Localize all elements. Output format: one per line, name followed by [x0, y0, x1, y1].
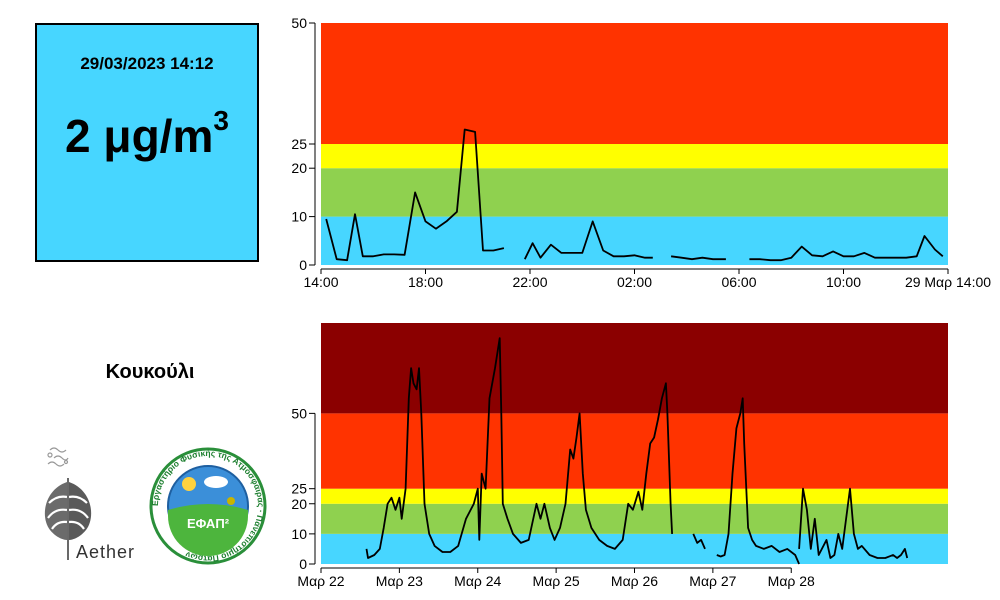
y-tick-label: 25	[291, 481, 307, 497]
band-3	[321, 413, 948, 489]
x-tick-label: 29 Μαρ 14:00	[905, 274, 991, 290]
x-tick-label: Μαρ 28	[768, 573, 815, 589]
aether-logo-smoke	[47, 447, 69, 467]
station-name: Κουκούλι	[105, 361, 195, 383]
band-0	[321, 216, 948, 265]
aether-logo	[44, 447, 92, 560]
cloud-icon	[204, 476, 228, 488]
x-tick-label: Μαρ 23	[376, 573, 423, 589]
x-tick-label: 22:00	[512, 274, 547, 290]
x-tick-label: 02:00	[617, 274, 652, 290]
band-2	[321, 144, 948, 169]
y-tick-label: 0	[299, 556, 307, 572]
band-3	[321, 23, 948, 144]
series-line-0	[365, 337, 909, 565]
y-tick-label: 20	[291, 160, 307, 176]
y-tick-label: 10	[291, 209, 307, 225]
efap-center-text: ΕΦΑΠ²	[187, 516, 230, 531]
reading-unit-exponent: 3	[213, 105, 229, 136]
sun-icon	[182, 477, 196, 491]
band-1	[321, 168, 948, 217]
y-tick-label: 25	[291, 136, 307, 152]
y-tick-label: 50	[291, 405, 307, 421]
reading-unit: μg/m	[103, 110, 214, 162]
recent-24h-chart: 0 10 20 25 50 14:00 18:00 22:00 02:00 06:00 10:00 2…	[291, 15, 991, 290]
reading-value: 2 μg/m3	[37, 105, 257, 163]
y-tick-label: 10	[291, 526, 307, 542]
band-4	[321, 323, 948, 414]
y-tick-label: 0	[299, 257, 307, 273]
x-tick-label: Μαρ 24	[454, 573, 501, 589]
x-tick-label: Μαρ 25	[533, 573, 580, 589]
aether-logo-leaf	[44, 478, 92, 560]
x-tick-label: 18:00	[408, 274, 443, 290]
series-line-0	[325, 128, 944, 262]
x-tick-label: Μαρ 26	[611, 573, 658, 589]
band-0	[321, 533, 948, 564]
y-tick-label: 20	[291, 496, 307, 512]
x-tick-label: 06:00	[721, 274, 756, 290]
reading-timestamp: 29/03/2023 14:12	[80, 54, 214, 73]
reading-number: 2	[65, 110, 91, 162]
efap-logo: Εργαστήριο Φυσικής της Ατμόσφαιρας · Παν…	[149, 447, 267, 565]
x-tick-label: 14:00	[303, 274, 338, 290]
x-tick-label: Μαρ 22	[297, 573, 344, 589]
current-reading-panel: 29/03/2023 14:12 2 μg/m3	[35, 23, 259, 262]
aether-logo-text: Aether	[76, 542, 136, 562]
x-tick-label: Μαρ 27	[689, 573, 736, 589]
x-tick-label: 10:00	[826, 274, 861, 290]
y-tick-label: 50	[291, 15, 307, 31]
